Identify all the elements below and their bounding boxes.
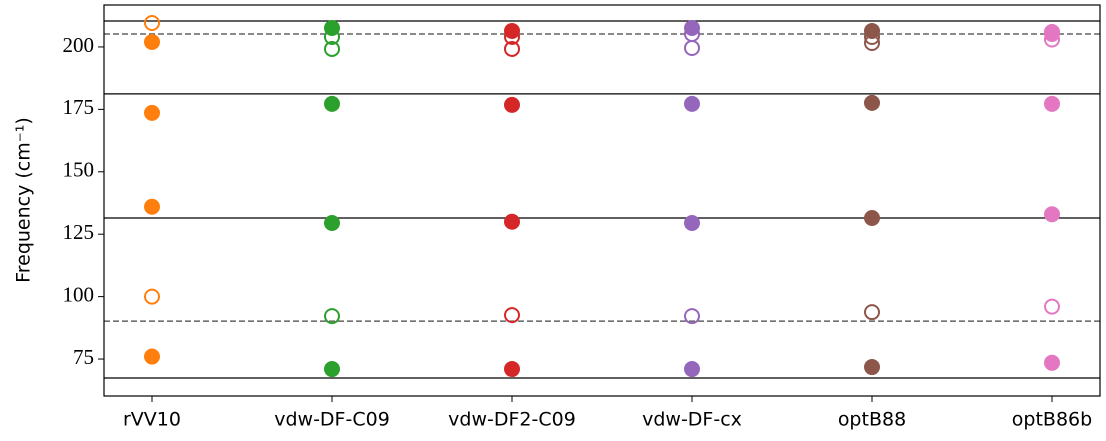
open-point xyxy=(864,304,880,321)
x-tick-label: vdw-DF-cx xyxy=(642,409,742,431)
filled-point xyxy=(684,361,700,378)
open-point xyxy=(144,14,160,31)
open-point xyxy=(864,28,880,45)
open-point xyxy=(684,39,700,56)
open-point xyxy=(864,34,880,51)
y-axis-label: Frequency (cm⁻¹) xyxy=(13,117,35,283)
open-point xyxy=(684,308,700,325)
open-point xyxy=(1044,31,1060,48)
open-point xyxy=(1044,298,1060,315)
filled-point xyxy=(684,95,700,112)
y-tick-label: 175 xyxy=(63,95,95,119)
x-tick-label: vdw-DF-C09 xyxy=(274,409,390,431)
open-point xyxy=(1044,23,1060,40)
filled-point xyxy=(144,198,160,215)
open-point xyxy=(324,308,340,325)
filled-point xyxy=(864,22,880,39)
filled-point xyxy=(324,214,340,231)
y-tick-label: 75 xyxy=(73,345,94,369)
y-tick-label: 125 xyxy=(63,220,95,244)
filled-point xyxy=(684,19,700,36)
filled-point xyxy=(144,104,160,121)
filled-point xyxy=(144,33,160,50)
open-point xyxy=(504,40,520,57)
filled-point xyxy=(1044,206,1060,223)
open-point xyxy=(504,307,520,324)
open-point xyxy=(504,28,520,45)
x-tick-label: optB86b xyxy=(1012,409,1092,431)
open-point xyxy=(324,40,340,57)
filled-point xyxy=(324,95,340,112)
x-tick-label: vdw-DF2-C09 xyxy=(448,409,576,431)
open-point xyxy=(324,28,340,45)
y-tick-label: 100 xyxy=(63,282,95,306)
filled-point xyxy=(324,361,340,378)
filled-point xyxy=(504,96,520,113)
y-tick-label: 200 xyxy=(63,33,95,57)
filled-point xyxy=(504,22,520,39)
filled-point xyxy=(1044,95,1060,112)
filled-point xyxy=(504,213,520,230)
filled-point xyxy=(864,359,880,376)
filled-point xyxy=(144,348,160,365)
filled-point xyxy=(864,209,880,226)
filled-point xyxy=(504,361,520,378)
y-tick-label: 150 xyxy=(63,158,95,182)
filled-point xyxy=(1044,354,1060,371)
filled-point xyxy=(864,94,880,111)
filled-point xyxy=(684,214,700,231)
x-tick-label: optB88 xyxy=(838,409,906,431)
x-tick-label: rVV10 xyxy=(123,409,181,431)
open-point xyxy=(144,288,160,305)
plot-frame xyxy=(103,4,1101,397)
